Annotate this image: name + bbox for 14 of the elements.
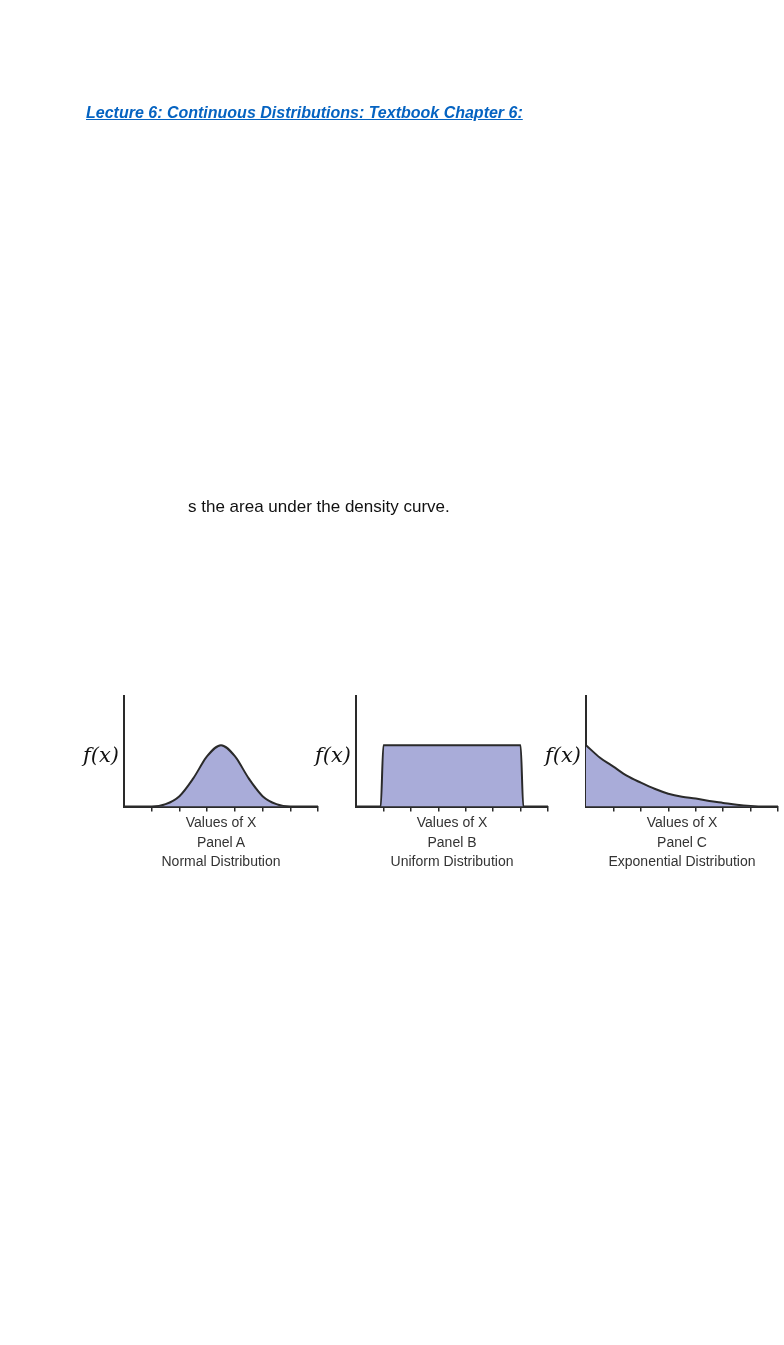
y-axis-title: f(x) (80, 743, 119, 768)
x-axis-title: Values of X (416, 814, 488, 831)
text: Exponential Distribution (608, 853, 756, 870)
text: Panel B (427, 834, 477, 851)
text: Normal Distribution (161, 853, 281, 870)
text: Panel C (657, 834, 707, 851)
text: s the area under the density curve. (188, 497, 450, 517)
x-axis-title: Values of X (646, 814, 718, 831)
x-axis-title: Values of X (185, 814, 257, 831)
y-axis-title: f(x) (542, 743, 581, 768)
text: Lecture 6: Continuous Distributions: Textbook Chapter 6: (86, 104, 523, 122)
text: Uniform Distribution (390, 853, 514, 870)
text: Panel A (196, 834, 246, 851)
y-axis-title: f(x) (312, 743, 351, 768)
